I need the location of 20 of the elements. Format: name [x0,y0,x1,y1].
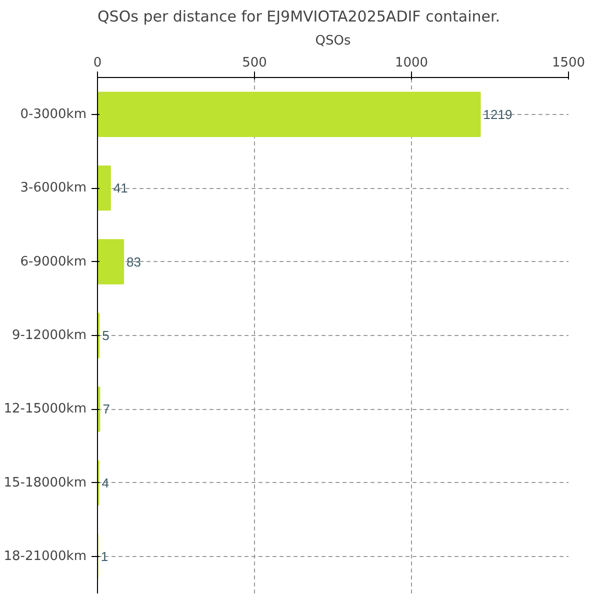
data-label: 1 [100,549,108,564]
x-tick-label: 500 [242,56,267,70]
y-tick-label: 9-12000km [12,328,87,343]
data-label: 7 [102,402,110,417]
x-tick-label: 1000 [394,56,428,70]
y-tick-label: 6-9000km [20,254,87,270]
data-label: 5 [102,328,110,343]
y-tick-label: 3-6000km [20,180,87,196]
data-label: 83 [126,254,142,270]
y-tick-label: 0-3000km [20,106,87,122]
y-tick-label: 15-18000km [4,475,86,490]
x-tick-label: 1500 [552,56,586,70]
x-axis-title: QSOs [315,34,351,48]
chart-title: QSOs per distance for EJ9MVIOTA2025ADIF container. [98,8,500,26]
data-label: 41 [113,180,128,196]
data-label: 4 [102,475,109,490]
y-tick-label: 18-21000km [4,549,86,564]
y-tick-label: 12-15000km [4,402,86,417]
x-tick-label: 0 [93,56,102,70]
data-label: 1219 [483,106,512,122]
